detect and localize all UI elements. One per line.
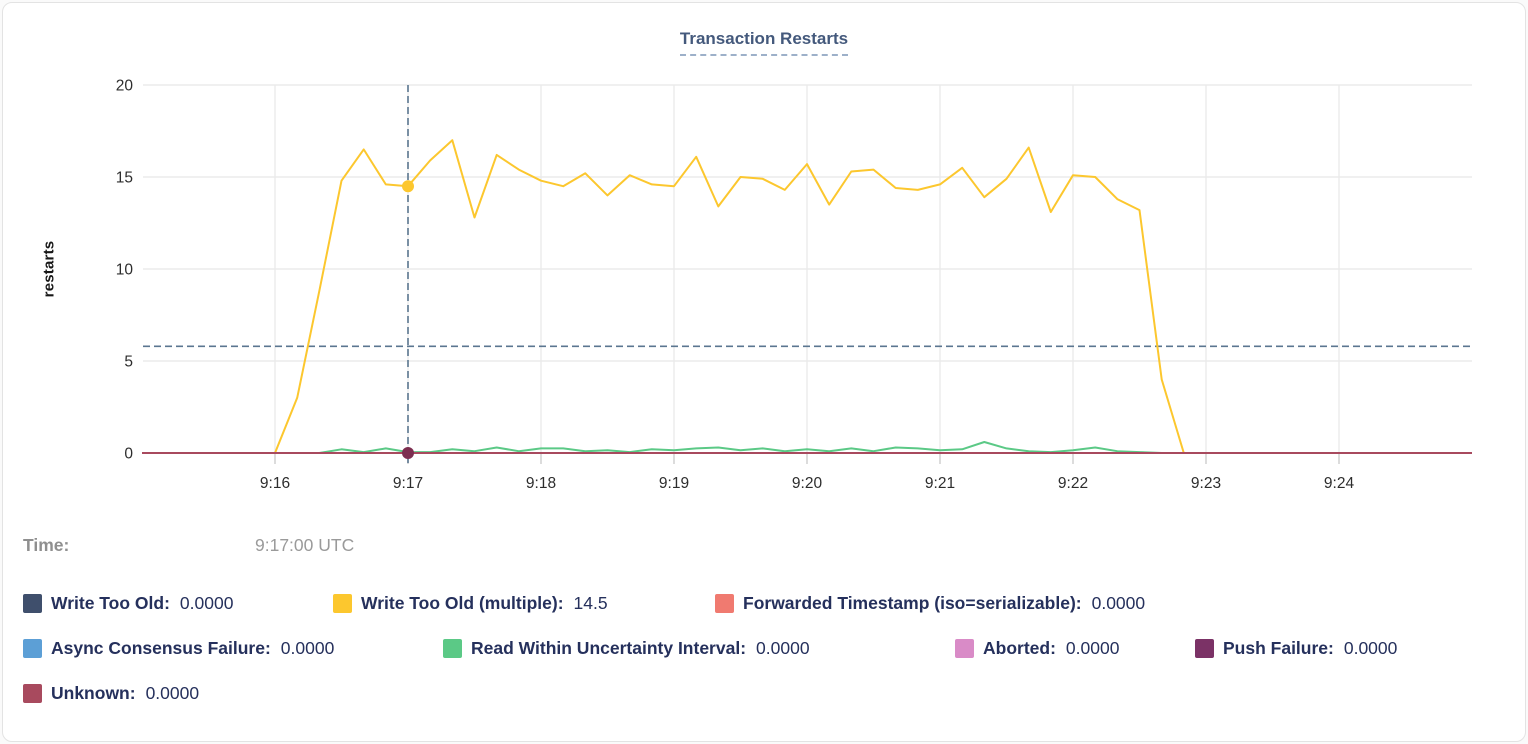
legend-label-aborted: Aborted:	[983, 637, 1056, 658]
x-tick-label: 9:21	[925, 475, 955, 492]
legend-swatch-forwarded-timestamp-iso-serializable	[715, 593, 734, 613]
transaction-restarts-chart[interactable]: 0 5 10 15 20 9:16 9:17 9:18 9:19 9:20 9:21 9:22 9:23…	[3, 3, 1526, 515]
legend-value-push-failure: 0.0000	[1343, 637, 1398, 658]
legend-item-unknown: Unknown: 0.0000	[23, 681, 199, 705]
legend-swatch-push-failure	[1195, 638, 1214, 658]
legend-value-write-too-old-multiple: 14.5	[573, 592, 608, 613]
legend-swatch-write-too-old-multiple	[333, 593, 352, 613]
legend-row: Write Too Old: 0.0000 Write Too Old (multi…	[3, 591, 1525, 615]
x-tick-label: 9:24	[1324, 475, 1355, 492]
y-axis-label: restarts	[40, 240, 58, 298]
legend-swatch-unknown	[23, 683, 42, 703]
legend-label-unknown: Unknown:	[51, 682, 136, 703]
legend-value-write-too-old: 0.0000	[179, 592, 234, 613]
legend-label-async-consensus-failure: Async Consensus Failure:	[51, 637, 271, 658]
y-tick-label: 15	[116, 170, 133, 187]
legend-item-async-consensus-failure: Async Consensus Failure: 0.0000	[23, 636, 334, 660]
x-tick-label: 9:19	[659, 475, 689, 492]
chart-header: Transaction Restarts	[3, 29, 1525, 56]
legend-label-write-too-old: Write Too Old:	[51, 592, 170, 613]
hover-readout-time-row: Time: 9:17:00 UTC	[3, 535, 1525, 561]
legend-swatch-aborted	[955, 638, 974, 658]
x-tick-label: 9:17	[393, 475, 423, 492]
chart-title[interactable]: Transaction Restarts	[679, 29, 849, 56]
legend-swatch-write-too-old	[23, 593, 42, 613]
legend-item-aborted: Aborted: 0.0000	[955, 636, 1119, 660]
x-tick-label: 9:20	[792, 475, 823, 492]
x-tick-label: 9:22	[1058, 475, 1088, 492]
x-tick-label: 9:16	[260, 475, 290, 492]
legend-row: Unknown: 0.0000	[3, 681, 1525, 705]
time-value: 9:17:00 UTC	[255, 535, 355, 555]
hover-point-write-too-old-multiple	[402, 180, 414, 193]
legend-item-write-too-old-multiple: Write Too Old (multiple): 14.5	[333, 591, 608, 615]
y-tick-label: 0	[124, 446, 133, 463]
legend-label-read-within-uncertainty-interval: Read Within Uncertainty Interval:	[471, 637, 747, 658]
legend-value-aborted: 0.0000	[1065, 637, 1120, 658]
y-tick-label: 5	[124, 354, 133, 371]
legend-value-forwarded-timestamp-iso-serializable: 0.0000	[1091, 592, 1146, 613]
legend-item-write-too-old: Write Too Old: 0.0000	[23, 591, 233, 615]
legend-label-write-too-old-multiple: Write Too Old (multiple):	[361, 592, 564, 613]
legend-swatch-async-consensus-failure	[23, 638, 42, 658]
legend-value-unknown: 0.0000	[145, 682, 200, 703]
series-line-write-too-old-multiple	[274, 139, 1185, 454]
y-tick-label: 10	[116, 262, 134, 279]
legend-swatch-read-within-uncertainty-interval	[443, 638, 462, 658]
time-label: Time:	[23, 535, 70, 555]
x-tick-label: 9:23	[1191, 475, 1221, 492]
legend-item-push-failure: Push Failure: 0.0000	[1195, 636, 1397, 660]
x-tick-label: 9:18	[526, 475, 556, 492]
hover-point-unknown	[402, 447, 414, 459]
legend-value-async-consensus-failure: 0.0000	[280, 637, 335, 658]
legend-item-read-within-uncertainty-interval: Read Within Uncertainty Interval: 0.0000	[443, 636, 810, 660]
legend-label-push-failure: Push Failure:	[1223, 637, 1334, 658]
y-tick-label: 20	[116, 78, 134, 95]
legend-item-forwarded-timestamp-iso-serializable: Forwarded Timestamp (iso=serializable): 0…	[715, 591, 1145, 615]
legend-value-read-within-uncertainty-interval: 0.0000	[756, 637, 810, 658]
legend-label-forwarded-timestamp-iso-serializable: Forwarded Timestamp (iso=serializable):	[743, 592, 1082, 613]
series-line-read-within-uncertainty-interval	[142, 441, 1472, 454]
legend-row: Async Consensus Failure: 0.0000 Read Withi…	[3, 636, 1525, 660]
